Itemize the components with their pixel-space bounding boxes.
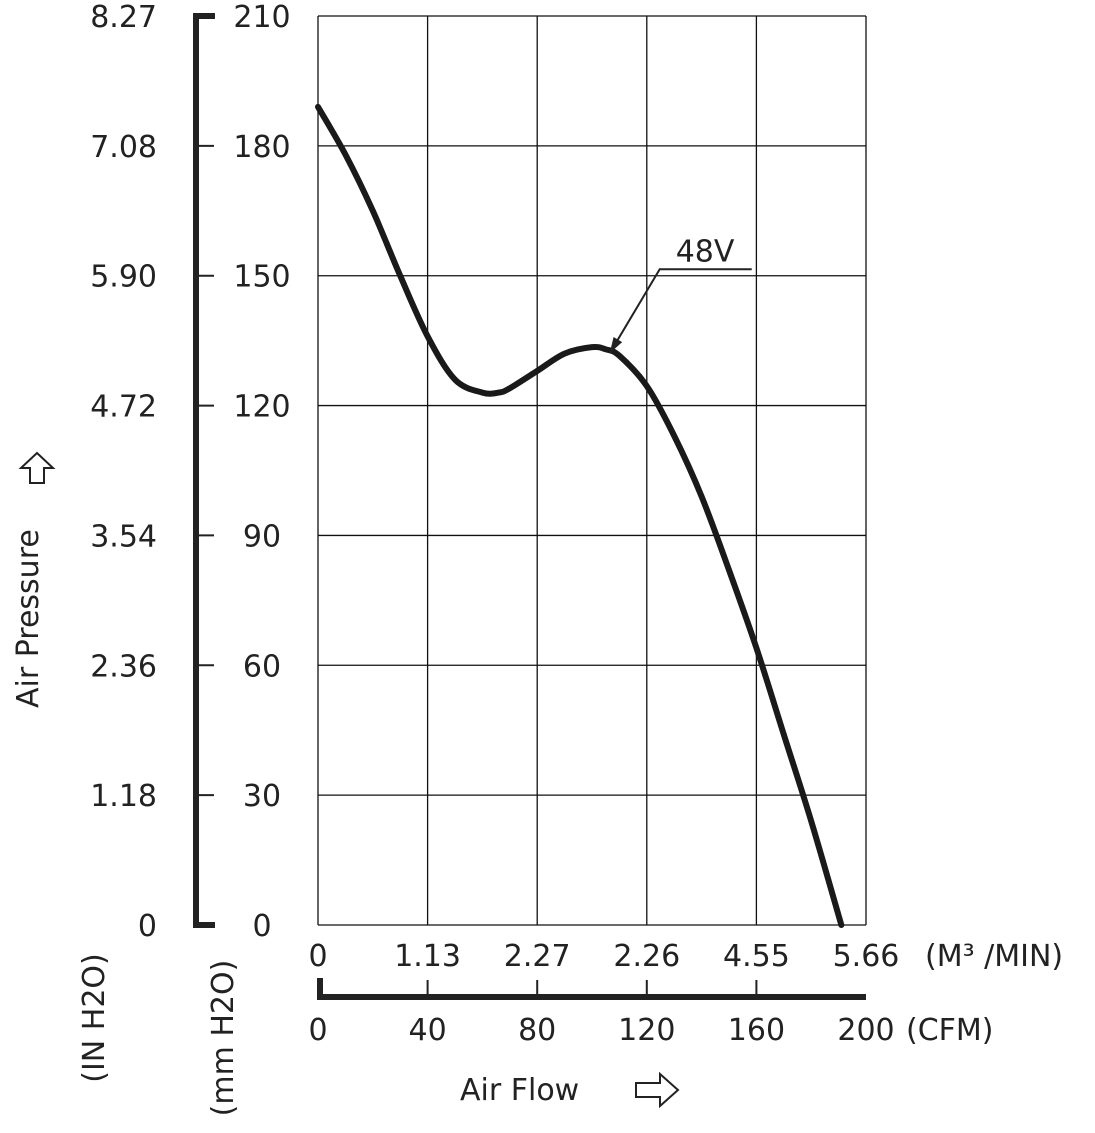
curve-annotation: 48V bbox=[608, 234, 752, 354]
annotation-leader bbox=[608, 268, 752, 354]
y-tick-label-left: 3.54 bbox=[90, 519, 157, 554]
up-arrow-icon bbox=[18, 451, 56, 484]
y-tick-label-left: 7.08 bbox=[90, 130, 157, 165]
y-tick-label-left: 5.90 bbox=[90, 260, 157, 295]
x-tick-label-bottom: 0 bbox=[308, 1013, 327, 1048]
y-axis-title-group: Air Pressure bbox=[11, 451, 56, 708]
x-tick-label-top: 5.66 bbox=[833, 939, 900, 974]
y-ticks-left: 0 1.18 2.36 3.54 4.72 5.90 7.08 8.27 bbox=[90, 0, 157, 944]
annotation-arrowhead bbox=[609, 336, 623, 354]
x-tick-label-bottom: 160 bbox=[728, 1013, 785, 1048]
y-tick-label-left: 4.72 bbox=[90, 390, 157, 425]
y-axis-title: Air Pressure bbox=[11, 529, 46, 708]
y-tick-label-right: 90 bbox=[243, 519, 281, 554]
series-label-48v: 48V bbox=[676, 234, 735, 269]
y-tick-label-left: 1.18 bbox=[90, 779, 157, 814]
y-tick-label-right: 30 bbox=[243, 779, 281, 814]
x-tick-label-bottom: 80 bbox=[518, 1013, 556, 1048]
y-tick-label-left: 2.36 bbox=[90, 649, 157, 684]
y-tick-label-right: 120 bbox=[233, 390, 290, 425]
x-tick-label-bottom: 40 bbox=[409, 1013, 447, 1048]
y-tick-label-right: 0 bbox=[252, 909, 271, 944]
y-tick-label-right: 180 bbox=[233, 130, 290, 165]
y-tick-label-left: 8.27 bbox=[90, 0, 157, 35]
y-tick-label-right: 60 bbox=[243, 649, 281, 684]
y-ticks-right: 0 30 60 90 120 150 180 210 bbox=[196, 0, 291, 944]
x-tick-label-bottom: 120 bbox=[618, 1013, 675, 1048]
y-unit-right: (mm H2O) bbox=[206, 960, 241, 1117]
series-line-48v bbox=[315, 103, 845, 928]
x-unit-bottom: (CFM) bbox=[906, 1013, 994, 1048]
plot-grid bbox=[317, 15, 867, 926]
x-tick-label-top: 0 bbox=[308, 939, 327, 974]
x-ticks-top: 0 1.13 2.27 2.26 4.55 5.66 bbox=[308, 939, 899, 974]
x-ticks-bottom: 0 40 80 120 160 200 bbox=[308, 980, 895, 1048]
right-arrow-icon bbox=[635, 1071, 680, 1109]
y-tick-label-left: 0 bbox=[138, 909, 157, 944]
series-layer bbox=[315, 103, 845, 928]
x-tick-label-bottom: 200 bbox=[837, 1013, 894, 1048]
x-tick-label-top: 1.13 bbox=[394, 939, 461, 974]
y-unit-left: (IN H2O) bbox=[77, 953, 112, 1083]
x-tick-label-top: 2.27 bbox=[504, 939, 571, 974]
x-unit-top: (M³ /MIN) bbox=[925, 939, 1063, 974]
y-tick-label-right: 150 bbox=[233, 260, 290, 295]
flow-axis-bar bbox=[317, 978, 866, 1000]
x-axis-title-group: Air Flow bbox=[460, 1071, 680, 1109]
x-tick-label-top: 2.26 bbox=[613, 939, 680, 974]
x-tick-label-top: 4.55 bbox=[723, 939, 790, 974]
pressure-axis-bar bbox=[193, 13, 215, 928]
y-tick-label-right: 210 bbox=[233, 0, 290, 35]
x-axis-title: Air Flow bbox=[460, 1073, 579, 1108]
